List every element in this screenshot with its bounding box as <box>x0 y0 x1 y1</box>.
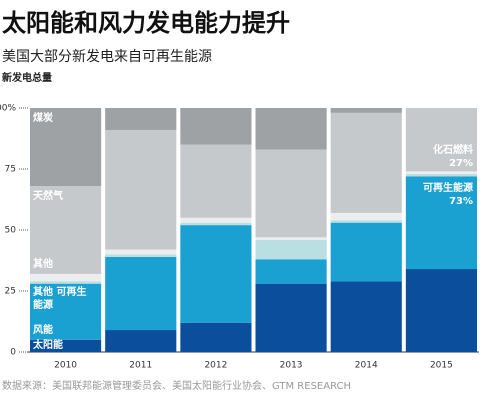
annotation-text: 化石燃料 <box>433 143 473 156</box>
x-tick-label: 2013 <box>280 361 303 371</box>
bar-segment <box>30 108 102 187</box>
annotation-text: 可再生能源 <box>423 181 473 194</box>
x-tick-label: 2011 <box>129 361 152 371</box>
bar-segment <box>330 212 402 221</box>
bar-segment <box>255 239 327 260</box>
y-axis-label: 新发电总量 <box>2 71 52 84</box>
y-tick-label: 100% <box>0 104 16 114</box>
x-tick-label: 2014 <box>355 361 378 371</box>
bar-segment <box>180 108 252 145</box>
bar-segment <box>405 173 477 177</box>
bar-segment <box>330 281 402 352</box>
bar-segment <box>330 220 402 223</box>
bar-segment <box>105 249 177 255</box>
legend-label: 太阳能 <box>33 340 63 351</box>
bar-segment <box>105 108 177 130</box>
bar-segment <box>255 283 327 352</box>
legend-label: 风能 <box>33 325 53 336</box>
bar-segment <box>180 225 252 323</box>
bar-segment <box>255 259 327 284</box>
y-tick-label: 0 <box>10 348 16 358</box>
bar-segment <box>405 176 477 270</box>
bar-segment <box>30 273 102 282</box>
source-note: 数据来源：美国联邦能源管理委员会、美国太阳能行业协会、GTM RESEARCH <box>2 379 351 392</box>
bar-segment <box>330 222 402 282</box>
bar-segment <box>30 186 102 274</box>
bar-segment <box>30 339 102 352</box>
y-tick-label: 50 <box>5 226 17 236</box>
legend-label: 煤炭 <box>33 113 53 124</box>
bar-segment <box>180 144 252 218</box>
bar-segment <box>105 254 177 257</box>
annotation-value: 73% <box>449 196 473 207</box>
bar-segment <box>105 256 177 331</box>
bar-segment <box>405 171 477 174</box>
bar-segment <box>30 283 102 340</box>
y-tick-label: 25 <box>5 287 16 297</box>
bar-segment <box>105 330 177 352</box>
bar-segment <box>255 149 327 238</box>
bar-segment <box>105 129 177 250</box>
bar-segment <box>255 237 327 240</box>
chart-title: 太阳能和风力发电能力提升 <box>2 9 290 37</box>
x-tick-label: 2010 <box>54 361 77 371</box>
legend-label: 其他 可再生能源 <box>33 287 87 311</box>
x-tick-label: 2012 <box>204 361 227 371</box>
annotation-value: 27% <box>449 158 473 169</box>
chart-subtitle: 美国大部分新发电来自可再生能源 <box>2 49 212 65</box>
bar-segment <box>180 322 252 352</box>
bar-segment <box>405 108 477 172</box>
bar-segment <box>405 269 477 352</box>
legend-label: 天然气 <box>33 191 63 202</box>
bar-segment <box>180 217 252 223</box>
bar-segment <box>255 108 327 150</box>
bar-segment <box>30 281 102 284</box>
legend-label: 其他 <box>33 259 53 270</box>
y-tick-label: 75 <box>5 165 16 175</box>
bar-segment <box>330 108 402 113</box>
bar-segment <box>180 222 252 226</box>
bar-segment <box>330 112 402 213</box>
x-tick-label: 2015 <box>430 361 453 371</box>
